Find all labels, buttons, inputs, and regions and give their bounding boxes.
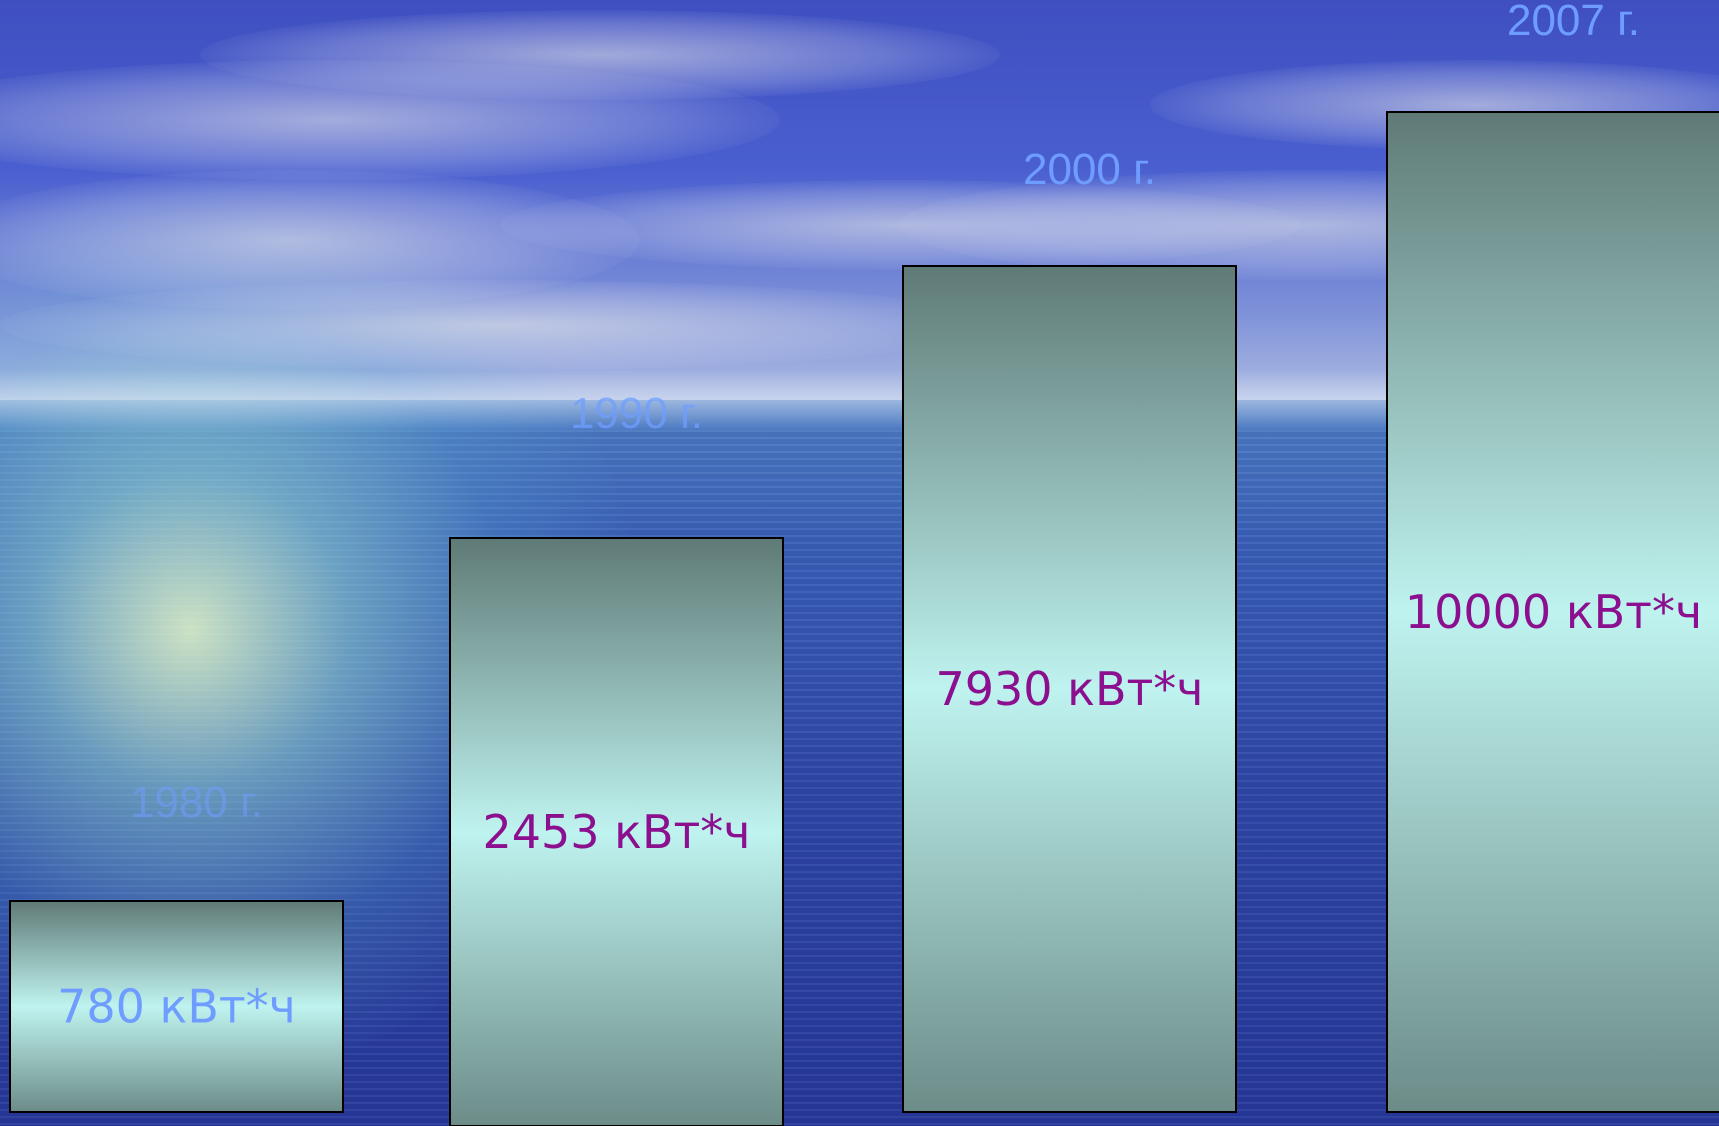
year-label-2: 1990 г. <box>570 389 703 438</box>
value-label-2: 2453 кВт*ч <box>482 805 750 859</box>
value-label-4: 10000 кВт*ч <box>1405 585 1702 639</box>
value-label-1: 780 кВт*ч <box>57 980 296 1034</box>
bar-4 <box>1386 111 1719 1113</box>
bar-1 <box>9 900 344 1113</box>
year-label-4: 2007 г. <box>1507 0 1640 45</box>
year-label-1: 1980 г. <box>130 778 263 827</box>
labels-group: 780 кВт*ч 1980 г. 2453 кВт*ч 1990 г. 7930 кВ… <box>57 0 1702 1034</box>
bars-group <box>9 111 1719 1126</box>
cloud <box>200 10 1000 100</box>
bar-3 <box>902 265 1237 1113</box>
year-label-3: 2000 г. <box>1023 145 1156 194</box>
value-label-3: 7930 кВт*ч <box>935 662 1203 716</box>
bar-2 <box>449 537 784 1126</box>
cloud <box>0 280 1000 370</box>
